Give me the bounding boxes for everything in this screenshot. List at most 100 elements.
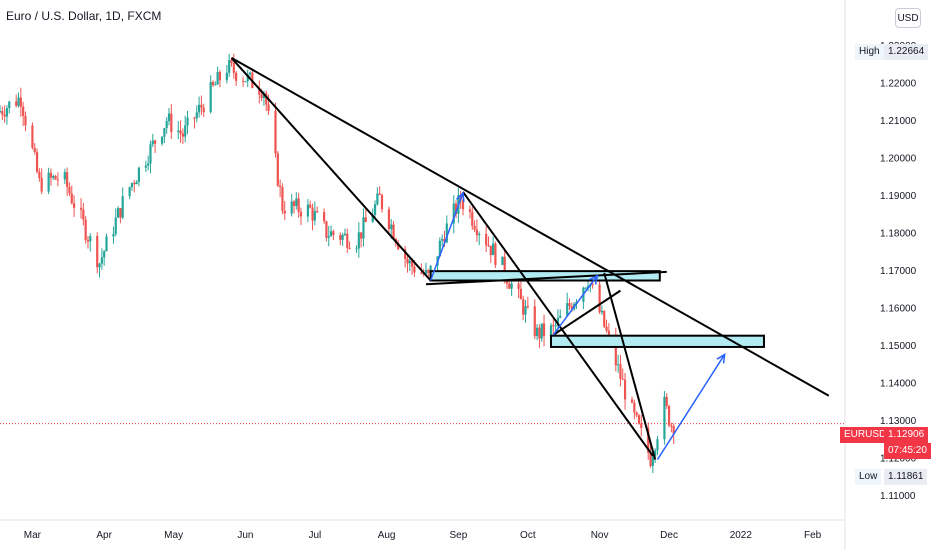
- candle-body: [640, 423, 643, 429]
- candle-body: [17, 97, 20, 106]
- trendline-4: [462, 191, 654, 457]
- candle-body: [501, 256, 504, 265]
- candle-body: [66, 172, 69, 188]
- candle-body: [68, 187, 71, 194]
- candle-body: [70, 193, 73, 204]
- candle-body: [357, 232, 360, 249]
- candle-body: [540, 323, 543, 339]
- arrow-3: [656, 354, 726, 460]
- candle-body: [311, 207, 314, 221]
- candle-body: [623, 379, 627, 400]
- candle-body: [295, 198, 298, 206]
- candle-body: [360, 232, 363, 239]
- candle-body: [410, 260, 414, 267]
- candle-body: [408, 260, 411, 264]
- candle-body: [651, 456, 654, 467]
- arrow-head-3: [716, 353, 726, 364]
- candle-body: [276, 153, 279, 186]
- candle-body: [654, 450, 657, 457]
- candle-body: [535, 327, 539, 337]
- trendline-6: [603, 272, 657, 460]
- candle-body: [56, 179, 59, 181]
- candle-body: [614, 334, 617, 366]
- candle-body: [378, 193, 381, 195]
- y-tick-label: 1.15000: [880, 341, 917, 352]
- candle-body: [494, 243, 497, 265]
- candle-body: [160, 136, 164, 144]
- currency-button[interactable]: USD: [895, 8, 921, 28]
- candle-body: [179, 130, 182, 134]
- candle-body: [526, 306, 529, 308]
- candle-body: [619, 364, 622, 379]
- countdown-tag: 07:45:20: [884, 443, 931, 459]
- candle-body: [181, 133, 184, 137]
- candle-body: [306, 204, 310, 217]
- candle-body: [492, 243, 495, 256]
- candle-body: [327, 236, 330, 238]
- candle-body: [137, 167, 141, 182]
- y-tick-label: 1.11000: [880, 491, 916, 502]
- candle-body: [214, 84, 217, 86]
- trendline-5: [552, 289, 621, 336]
- candle-body: [112, 233, 115, 237]
- candle-body: [265, 93, 268, 105]
- candle-body: [54, 176, 57, 180]
- y-tick-label: 1.16000: [880, 304, 917, 315]
- candle-body: [649, 452, 652, 467]
- candle-body: [89, 236, 92, 242]
- candle-body: [22, 106, 25, 116]
- arrow-1: [429, 192, 464, 281]
- x-tick-label: Jun: [237, 530, 253, 541]
- candle-body: [216, 72, 219, 85]
- candle-body: [468, 209, 472, 212]
- candle-body: [542, 323, 546, 337]
- candle-body: [621, 378, 624, 380]
- candle-body: [103, 251, 106, 258]
- candle-body: [33, 147, 36, 153]
- candle-body: [202, 107, 205, 113]
- candle-body: [170, 113, 173, 132]
- candle-body: [478, 233, 481, 236]
- candle-body: [517, 283, 520, 289]
- trendline-1: [231, 57, 830, 397]
- candle-body: [228, 60, 231, 73]
- candle-body: [348, 247, 351, 249]
- candle-body: [38, 171, 41, 179]
- candle-body: [556, 317, 560, 326]
- y-tick-label: 1.17000: [880, 266, 917, 277]
- candle-body: [279, 185, 282, 188]
- candle-body: [538, 327, 541, 339]
- candle-body: [49, 172, 53, 178]
- candle-body: [230, 60, 233, 63]
- x-tick-label: May: [164, 530, 183, 541]
- x-tick-label: Apr: [96, 530, 112, 541]
- candle-body: [105, 236, 108, 252]
- candle-body: [177, 130, 180, 132]
- zone-2: [549, 334, 765, 348]
- y-tick-label: 1.19000: [880, 191, 917, 202]
- candle-body: [373, 204, 377, 215]
- candle-body: [267, 104, 270, 111]
- candle-body: [248, 72, 252, 75]
- candle-body: [510, 283, 513, 289]
- candle-body: [96, 236, 99, 268]
- candle-body: [424, 270, 428, 275]
- candle-body: [485, 233, 488, 246]
- candle-body: [364, 217, 367, 223]
- candle-body: [232, 62, 235, 73]
- candle-body: [184, 125, 187, 137]
- candle-body: [329, 231, 333, 237]
- candle-body: [332, 231, 335, 235]
- candle-body: [197, 104, 201, 113]
- x-tick-label: Dec: [660, 530, 678, 541]
- candle-body: [144, 165, 147, 168]
- candle-body: [258, 88, 261, 95]
- y-tick-label: 1.20000: [880, 153, 917, 164]
- candle-body: [387, 209, 391, 230]
- candle-body: [617, 364, 620, 366]
- candle-body: [341, 235, 344, 240]
- candle-body: [323, 212, 326, 222]
- candle-body: [281, 187, 284, 211]
